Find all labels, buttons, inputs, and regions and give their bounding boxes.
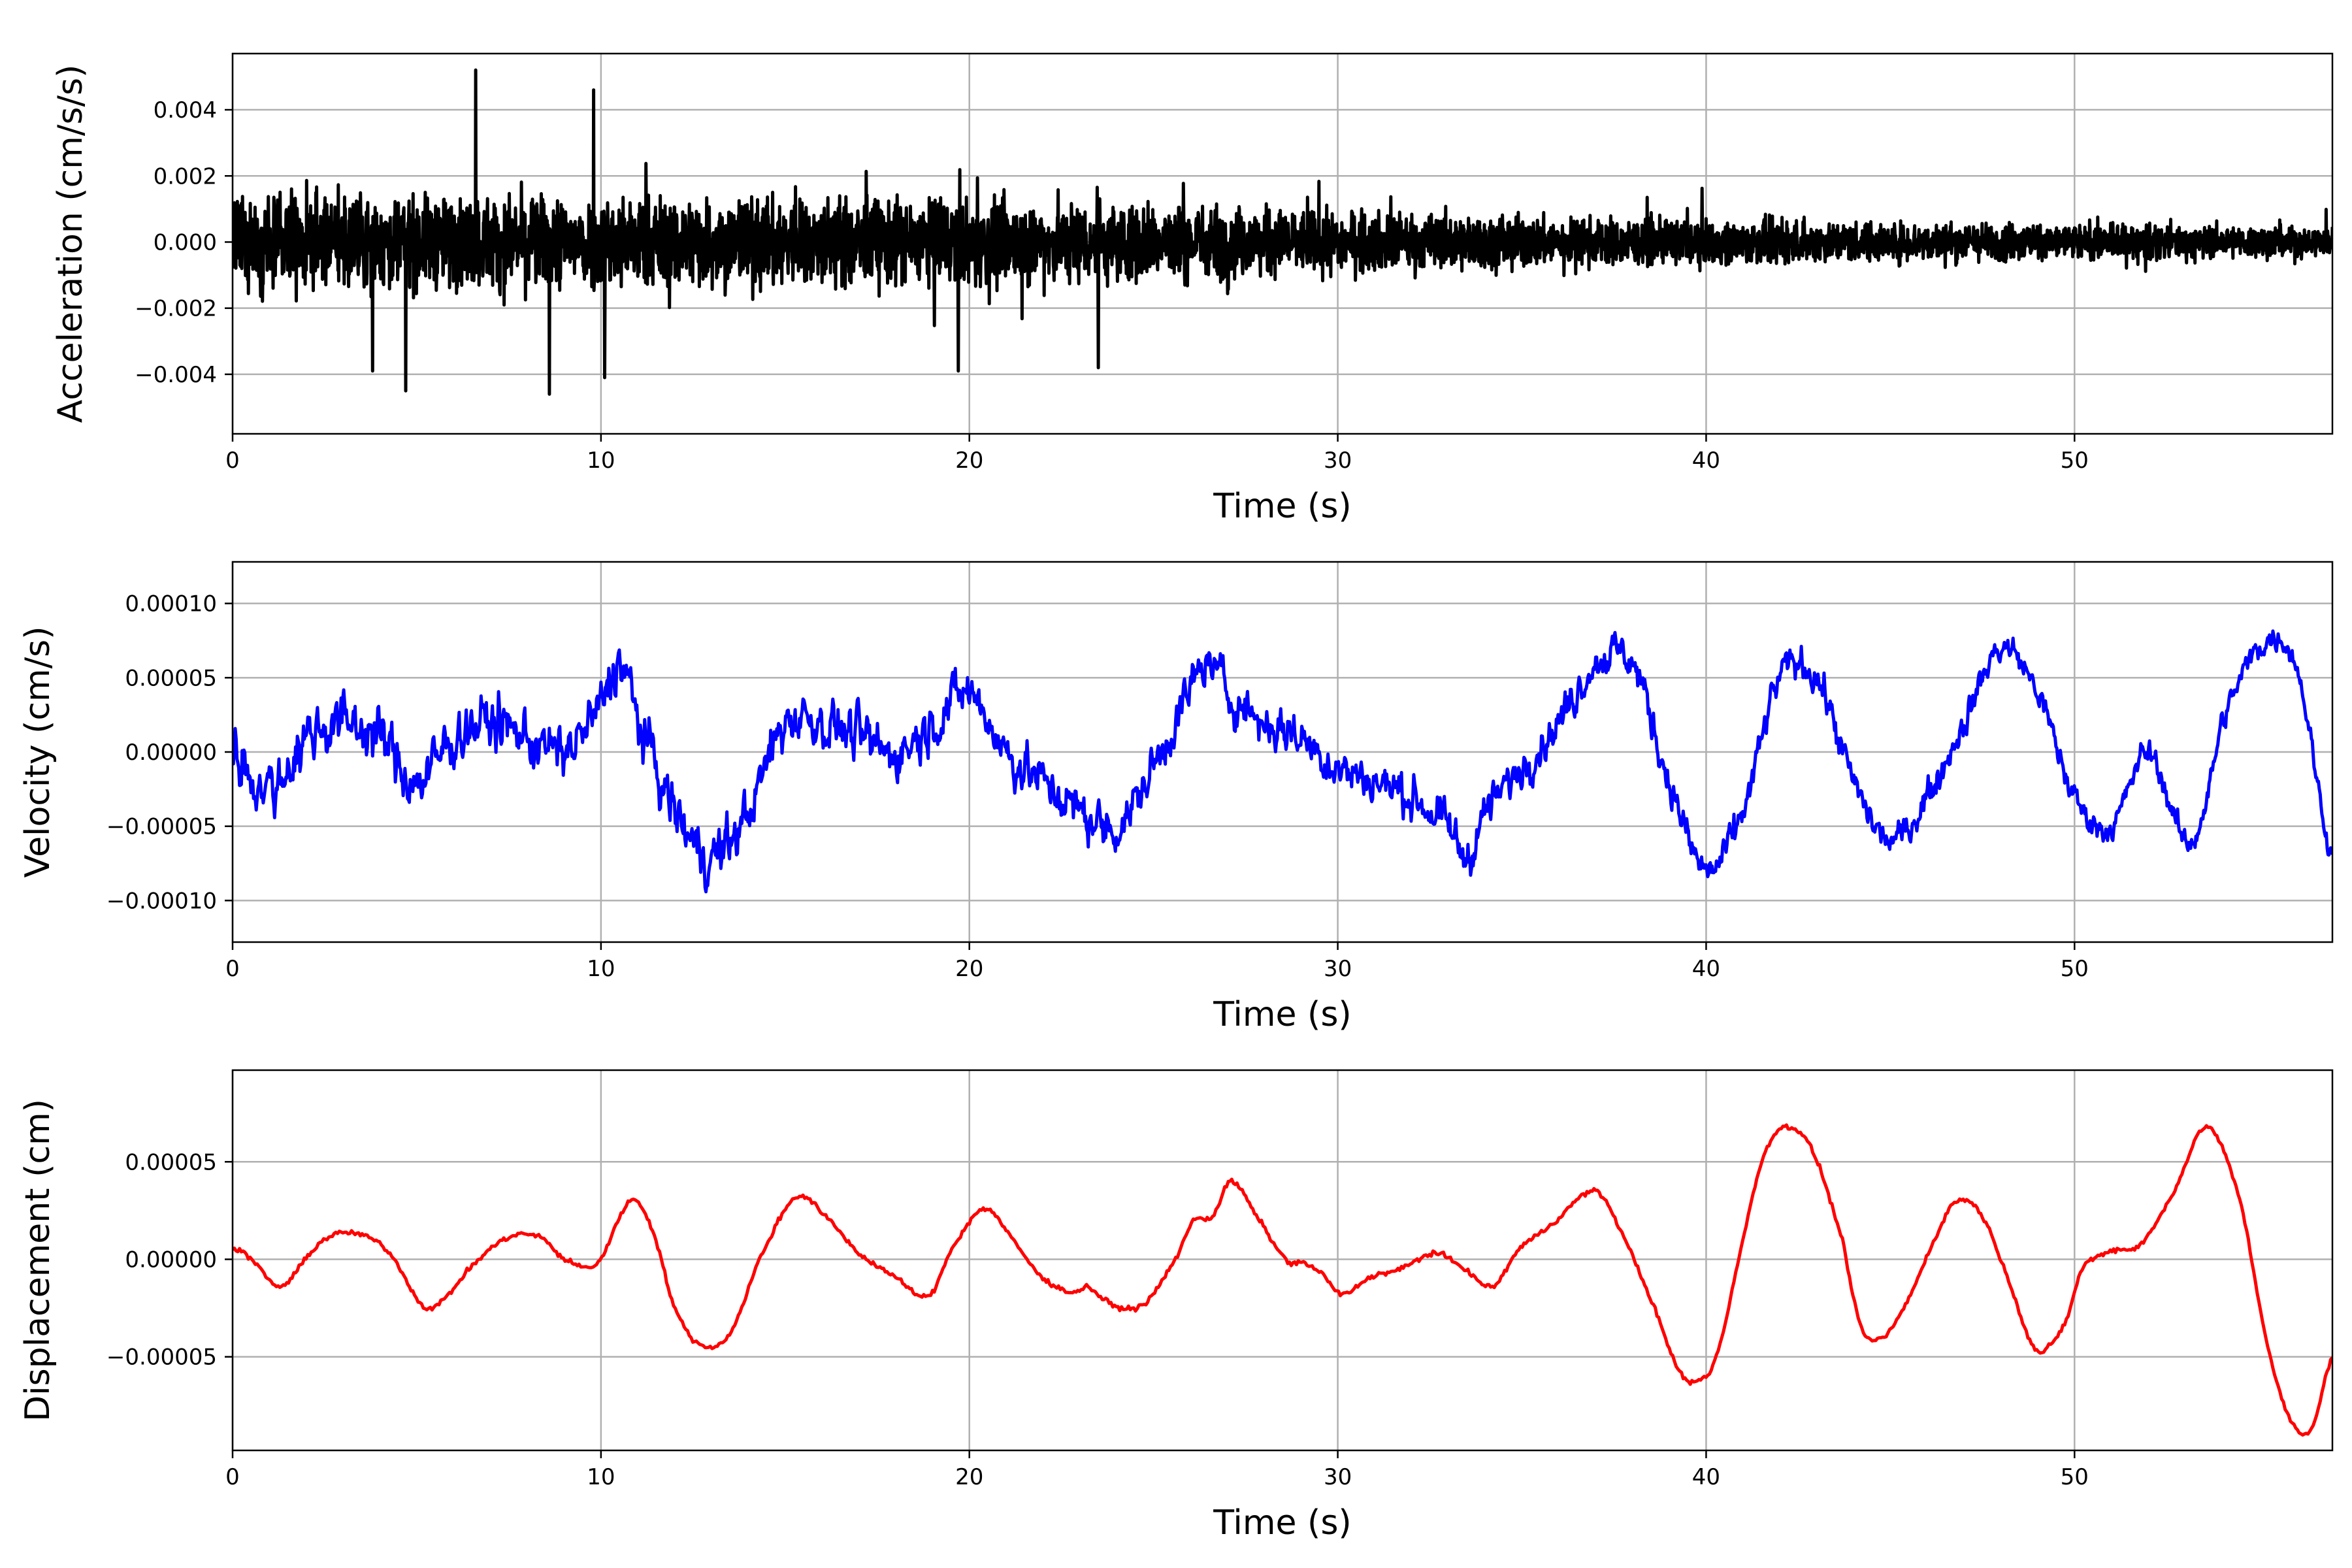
acceleration-y-tick-label: 0.000 bbox=[154, 229, 217, 255]
acceleration-y-tick-label: −0.002 bbox=[135, 296, 217, 322]
velocity-y-tick-label: 0.00000 bbox=[125, 740, 217, 766]
acceleration-ticks: 0 10 20 30 40 50 −0.004 −0.002 0.000 0.002 0.004 bbox=[135, 97, 2089, 474]
velocity-x-tick-label: 50 bbox=[2061, 956, 2089, 982]
displacement-y-tick-label: 0.00005 bbox=[125, 1149, 217, 1175]
acceleration-y-axis-title: Acceleration (cm/s/s) bbox=[51, 65, 90, 423]
acceleration-plot-frame bbox=[231, 52, 2334, 435]
acceleration-series-line bbox=[233, 68, 2332, 396]
displacement-x-tick-label: 30 bbox=[1324, 1464, 1352, 1490]
velocity-x-tick-label: 40 bbox=[1692, 956, 1720, 982]
displacement-plot-frame bbox=[231, 1069, 2334, 1452]
acceleration-x-tick-label: 50 bbox=[2061, 448, 2089, 474]
velocity-y-tick-label: 0.00005 bbox=[125, 665, 217, 691]
displacement-x-tick-label: 40 bbox=[1692, 1464, 1720, 1490]
velocity-y-axis-title: Velocity (cm/s) bbox=[18, 627, 57, 878]
acceleration-x-axis-title: Time (s) bbox=[1213, 487, 1351, 526]
velocity-y-tick-label: −0.00005 bbox=[106, 814, 217, 840]
acceleration-y-tick-label: 0.004 bbox=[154, 97, 217, 123]
displacement-y-tick-label: −0.00005 bbox=[106, 1345, 217, 1371]
velocity-ticks: 0 10 20 30 40 50 −0.00010 −0.00005 0.00000 0.0000… bbox=[106, 591, 2089, 982]
displacement-grid bbox=[231, 1070, 2332, 1450]
displacement-ticks: 0 10 20 30 40 50 −0.00005 0.00000 0.00005 bbox=[106, 1149, 2089, 1490]
velocity-series bbox=[233, 629, 2332, 894]
displacement-series bbox=[233, 1123, 2332, 1437]
displacement-x-axis-title: Time (s) bbox=[1213, 1503, 1351, 1543]
displacement-x-tick-label: 10 bbox=[587, 1464, 615, 1490]
acceleration-panel: 0 10 20 30 40 50 −0.004 −0.002 0.000 0.002 0.004 T… bbox=[51, 52, 2334, 526]
displacement-x-tick-label: 0 bbox=[225, 1464, 240, 1490]
displacement-y-tick-label: 0.00000 bbox=[125, 1247, 217, 1273]
displacement-x-tick-label: 50 bbox=[2061, 1464, 2089, 1490]
acceleration-x-tick-label: 20 bbox=[955, 448, 983, 474]
velocity-panel: 0 10 20 30 40 50 −0.00010 −0.00005 0.00000 0.0000… bbox=[18, 561, 2334, 1034]
velocity-y-tick-label: 0.00010 bbox=[125, 591, 217, 617]
acceleration-y-tick-label: −0.004 bbox=[135, 362, 217, 388]
velocity-x-tick-label: 0 bbox=[225, 956, 240, 982]
acceleration-x-tick-label: 0 bbox=[225, 448, 240, 474]
acceleration-x-tick-label: 30 bbox=[1324, 448, 1352, 474]
velocity-grid bbox=[231, 562, 2332, 942]
displacement-panel: 0 10 20 30 40 50 −0.00005 0.00000 0.00005 Time (… bbox=[18, 1069, 2334, 1543]
acceleration-series bbox=[233, 68, 2332, 396]
velocity-series-line bbox=[233, 629, 2332, 894]
acceleration-x-tick-label: 40 bbox=[1692, 448, 1720, 474]
velocity-y-tick-label: −0.00010 bbox=[106, 888, 217, 914]
velocity-x-tick-label: 10 bbox=[587, 956, 615, 982]
velocity-x-tick-label: 20 bbox=[955, 956, 983, 982]
acceleration-x-tick-label: 10 bbox=[587, 448, 615, 474]
displacement-series-line bbox=[233, 1123, 2332, 1437]
velocity-x-tick-label: 30 bbox=[1324, 956, 1352, 982]
displacement-y-axis-title: Displacement (cm) bbox=[18, 1099, 57, 1422]
displacement-x-tick-label: 20 bbox=[955, 1464, 983, 1490]
velocity-x-axis-title: Time (s) bbox=[1213, 995, 1351, 1034]
acceleration-y-tick-label: 0.002 bbox=[154, 163, 217, 189]
